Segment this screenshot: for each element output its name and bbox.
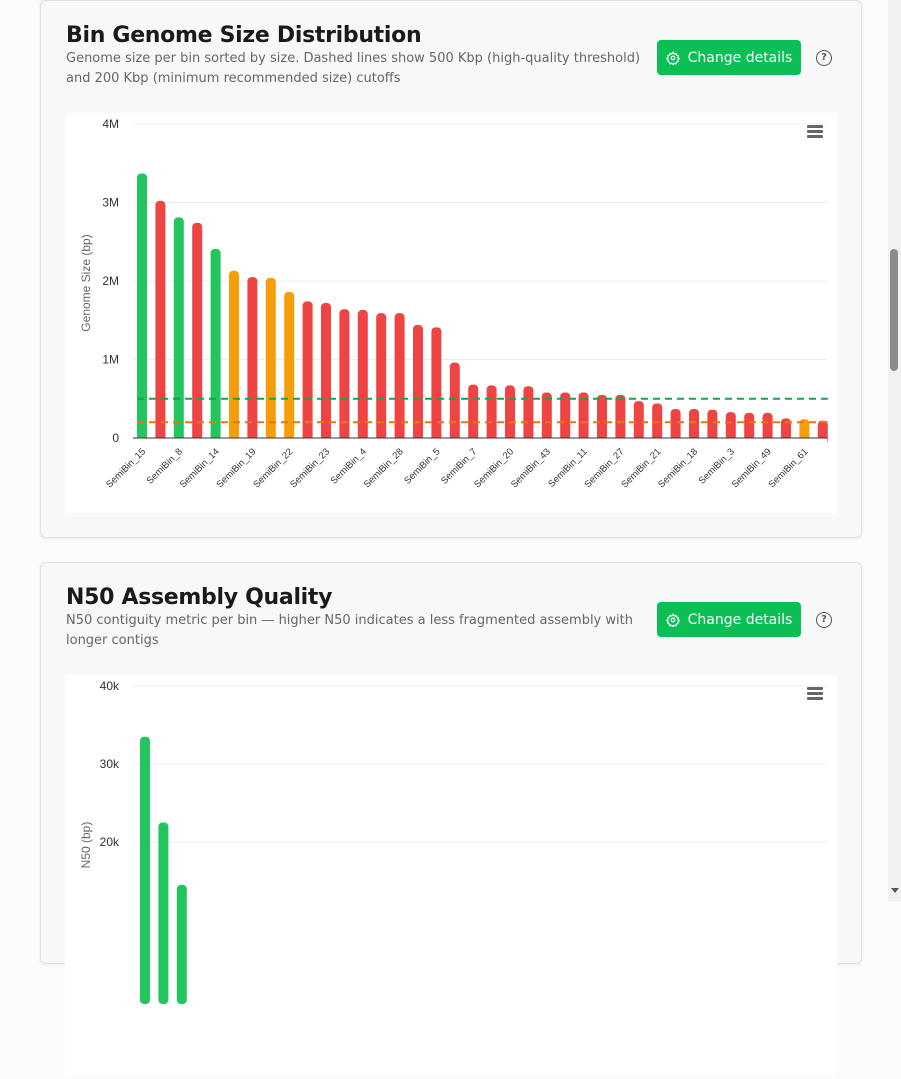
- bar: [376, 313, 387, 444]
- bar: [284, 291, 295, 444]
- y-tick-label: 1M: [102, 353, 119, 367]
- genome-size-chart: 0 1M 2M 3M 4M Genome Size (bp) SemiBin_15 SemiB…: [65, 113, 837, 513]
- bar: [192, 222, 203, 444]
- x-tick-label: SemiBin_18: [656, 446, 700, 490]
- bar: [137, 173, 147, 444]
- y-tick-label: 40k: [100, 679, 120, 693]
- genome-size-card: Bin Genome Size Distribution Genome size…: [40, 0, 862, 538]
- question-circle-icon[interactable]: ?: [816, 50, 832, 66]
- bar: [158, 822, 169, 1004]
- bar: [541, 392, 552, 444]
- y-axis-label: Genome Size (bp): [79, 234, 93, 331]
- bar: [486, 385, 497, 444]
- bar: [523, 386, 534, 444]
- x-tick-label: SemiBin_23: [288, 446, 332, 490]
- bar: [140, 736, 150, 1004]
- bar: [762, 412, 773, 444]
- bar: [597, 394, 607, 444]
- n50-card: N50 Assembly Quality N50 contiguity metr…: [40, 562, 862, 1075]
- change-details-button[interactable]: Change details: [657, 40, 801, 75]
- bar: [578, 392, 589, 444]
- bar: [173, 217, 184, 444]
- card-subtitle: Genome size per bin sorted by size. Dash…: [66, 51, 641, 86]
- axis-mask: [133, 438, 827, 450]
- bar: [725, 412, 736, 444]
- bar: [176, 884, 187, 1004]
- x-tick-label: SemiBin_43: [509, 446, 553, 490]
- y-tick-label: 3M: [102, 196, 119, 210]
- button-label: Change details: [687, 611, 793, 628]
- bar: [155, 200, 166, 444]
- hamburger-menu-icon[interactable]: [807, 687, 823, 702]
- bar: [247, 277, 258, 444]
- y-tick-label: 2M: [102, 274, 119, 288]
- bar: [560, 392, 571, 444]
- hamburger-menu-icon[interactable]: [807, 125, 823, 140]
- scrollbar[interactable]: [888, 0, 901, 902]
- bar: [431, 327, 442, 444]
- button-label: Change details: [687, 49, 793, 66]
- bar: [302, 301, 313, 444]
- bar: [321, 302, 331, 444]
- y-axis-label: N50 (bp): [79, 822, 93, 869]
- y-tick-label: 30k: [100, 757, 120, 771]
- bar: [210, 248, 221, 444]
- bar: [339, 309, 350, 444]
- n50-chart: 20k 30k 40k N50 (bp): [65, 675, 837, 1075]
- bar: [468, 384, 479, 444]
- bar: [615, 394, 626, 444]
- bar: [744, 412, 755, 444]
- bar: [413, 324, 423, 444]
- change-details-button[interactable]: Change details: [657, 602, 801, 637]
- gear-icon: [665, 50, 680, 65]
- bar: [689, 408, 699, 444]
- question-circle-icon[interactable]: ?: [816, 612, 832, 628]
- bar: [707, 409, 718, 444]
- bar: [652, 403, 663, 444]
- card-title: N50 Assembly Quality: [66, 585, 333, 610]
- bar: [357, 310, 368, 444]
- bar: [229, 270, 239, 444]
- gear-icon: [665, 612, 680, 627]
- y-tick-label: 0: [112, 431, 119, 445]
- x-tick-label: SemiBin_5: [402, 446, 442, 486]
- x-tick-label: SemiBin_15: [104, 446, 148, 490]
- bar: [449, 362, 460, 444]
- x-tick-label: SemiBin_28: [362, 446, 406, 490]
- bar: [505, 385, 515, 444]
- card-subtitle: N50 contiguity metric per bin — higher N…: [66, 613, 633, 648]
- bar: [394, 313, 405, 444]
- card-title: Bin Genome Size Distribution: [66, 23, 422, 48]
- bar: [633, 401, 644, 444]
- bar: [670, 408, 681, 444]
- scroll-down-arrow[interactable]: [891, 888, 899, 893]
- x-tick-label: SemiBin_61: [767, 446, 811, 490]
- scrollbar-thumb[interactable]: [890, 249, 898, 371]
- y-tick-label: 4M: [102, 117, 119, 131]
- bar: [265, 277, 276, 444]
- y-tick-label: 20k: [100, 835, 120, 849]
